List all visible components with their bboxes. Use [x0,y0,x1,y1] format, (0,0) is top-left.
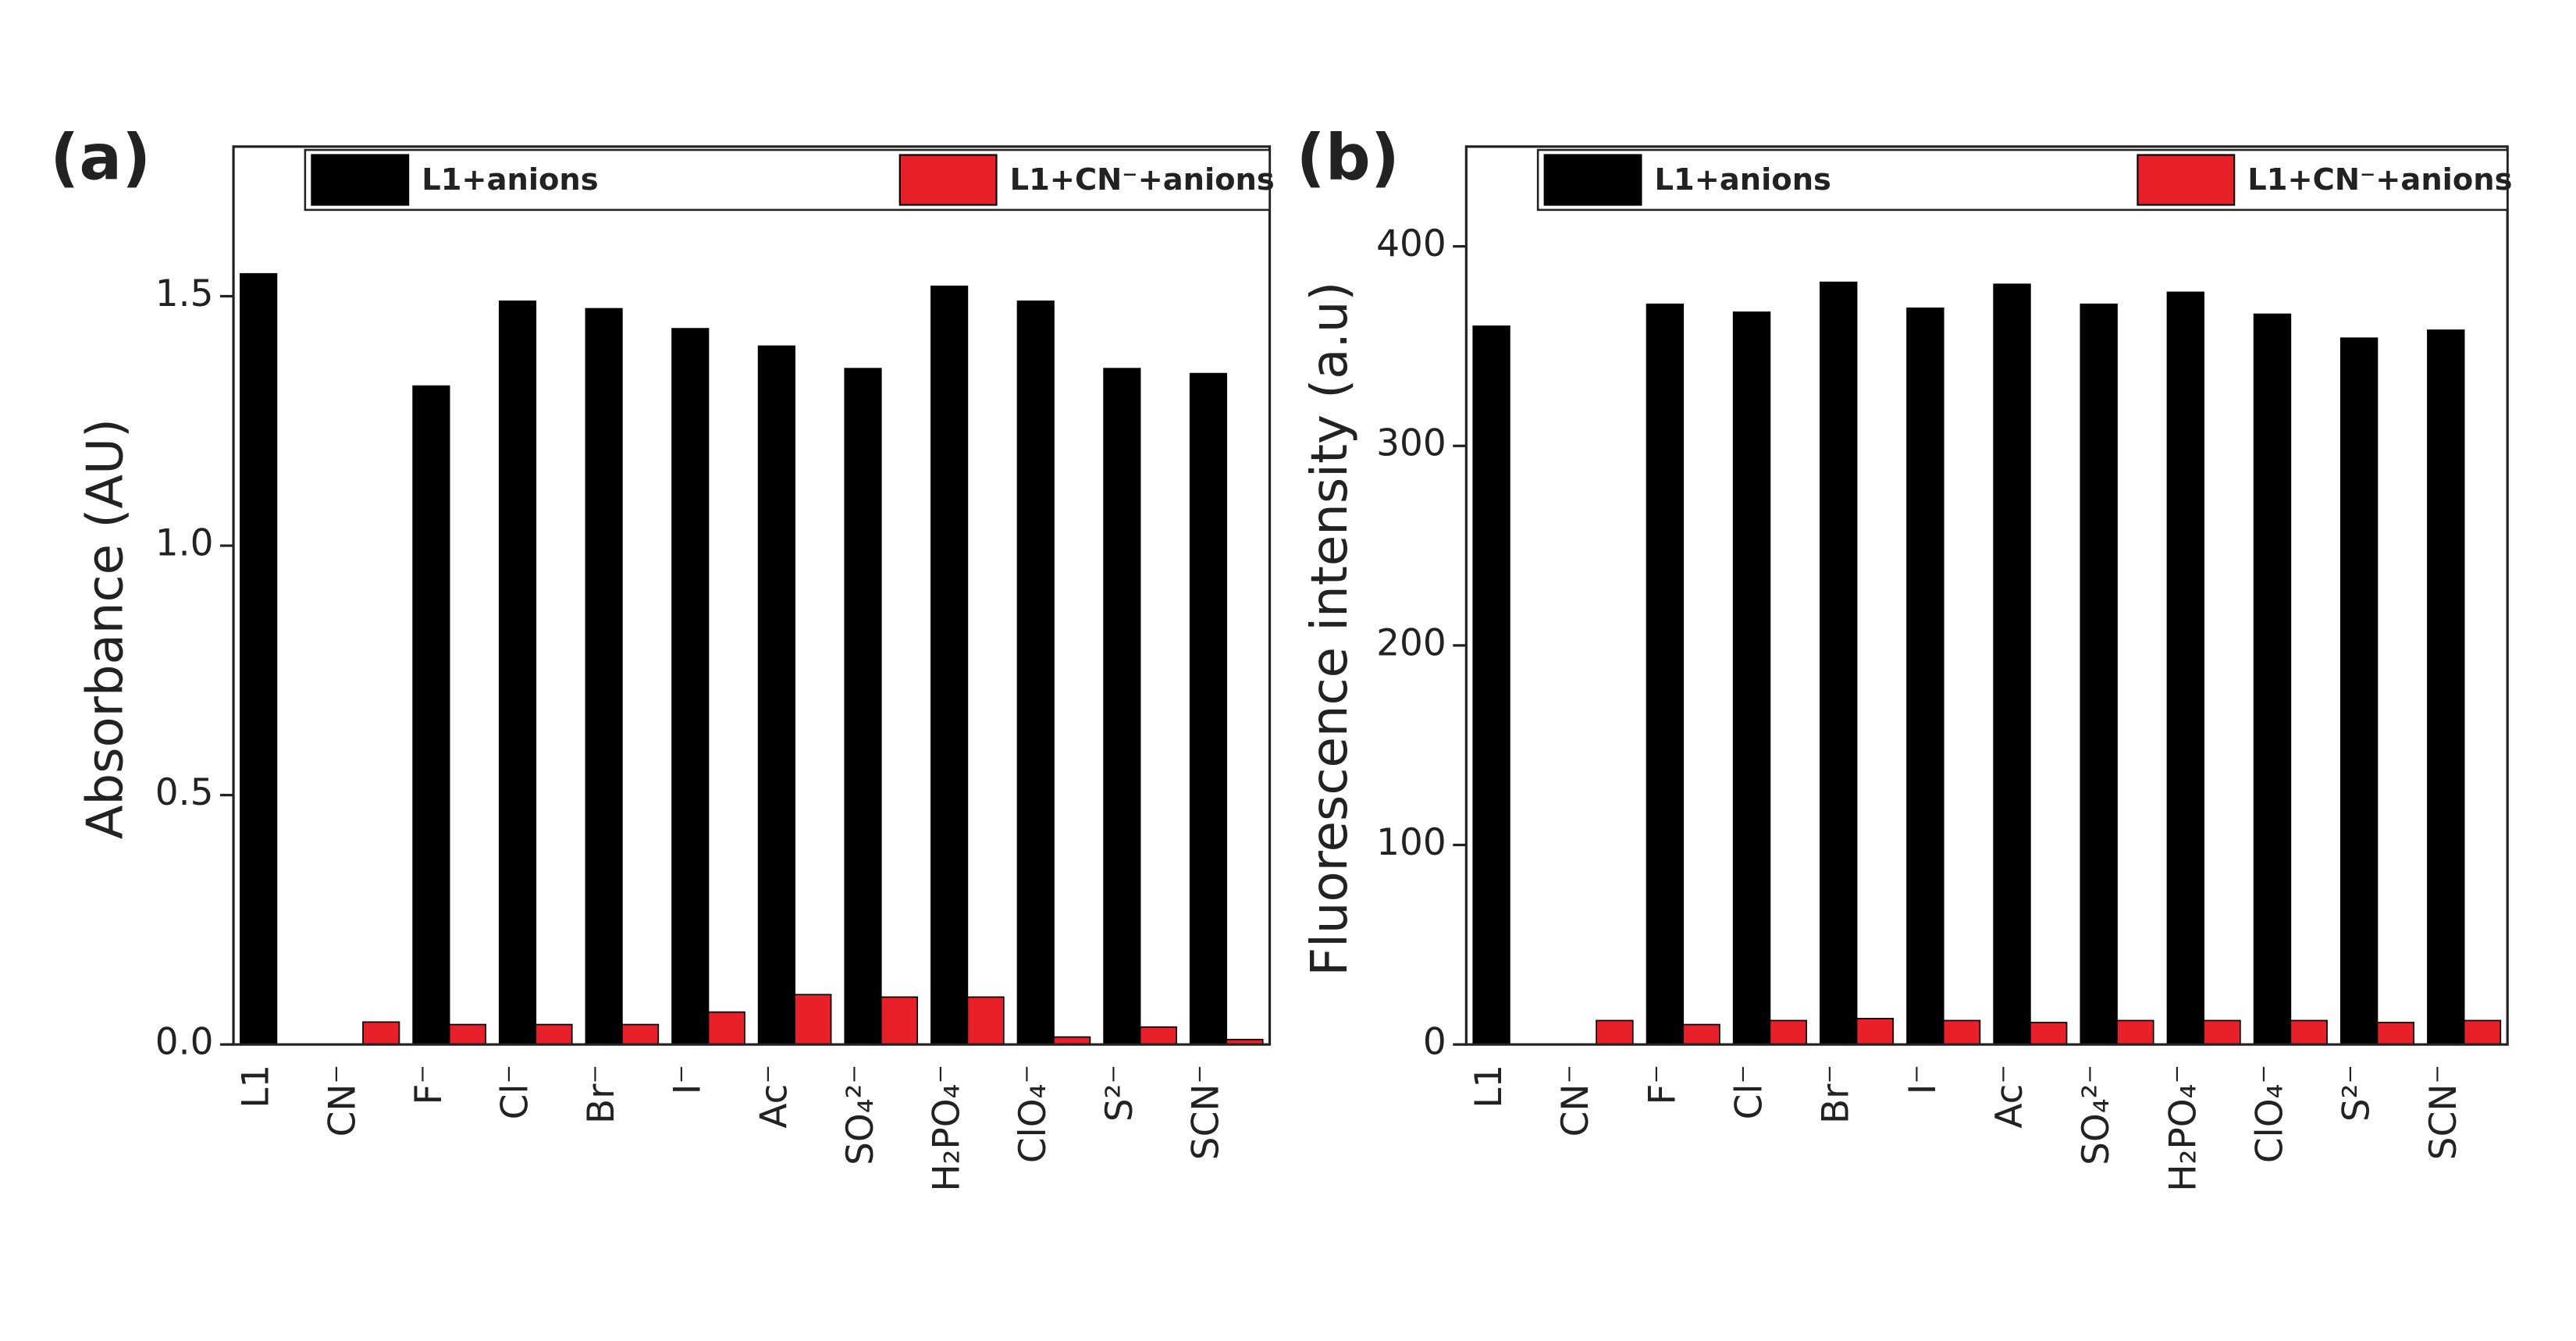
bar [707,1011,745,1045]
x-tick-label: Ac⁻ [753,1065,795,1129]
x-tick-label: S²⁻ [1098,1065,1141,1122]
x-tick-label: S²⁻ [2336,1065,2379,1122]
bar [2339,337,2379,1045]
x-tick-label: SCN⁻ [2422,1065,2465,1160]
y-tick-label: 400 [1376,222,1446,265]
x-tick-label: L1 [235,1065,278,1108]
panel-label: (a) [50,121,151,194]
bar [498,301,537,1045]
bar [1769,1019,1807,1045]
bar [930,285,969,1045]
x-tick-label: I⁻ [667,1065,710,1095]
legend-box [304,148,1271,212]
legend-swatch [898,154,998,206]
bar [2166,291,2205,1045]
y-axis-label: Absorbance (AU) [77,418,135,839]
x-tick-label: Cl⁻ [494,1065,537,1120]
bar [844,368,882,1045]
x-tick-label: SO₄²⁻ [2075,1065,2118,1165]
y-tick-label: 100 [1376,821,1446,864]
bar [448,1023,486,1045]
bar [2463,1019,2502,1045]
x-tick-label: I⁻ [1902,1065,1944,1095]
bar [1993,283,2031,1045]
bar [362,1021,400,1045]
x-tick-label: L1 [1468,1065,1510,1108]
plot-frame [232,145,1272,1046]
bar [2116,1019,2154,1045]
y-tick-label: 1.5 [155,272,214,315]
plot-frame [1464,145,2509,1046]
bar [1820,281,1858,1045]
y-tick-label: 0.0 [155,1021,214,1064]
x-tick-label: F⁻ [1641,1065,1684,1105]
bar [1472,325,1510,1045]
legend-label: L1+anions [1655,162,1831,197]
x-tick-label: CN⁻ [321,1065,364,1137]
bar [2376,1022,2415,1045]
x-tick-label: SCN⁻ [1184,1065,1227,1160]
bar [535,1023,573,1045]
legend-label: L1+CN⁻+anions [2247,162,2512,197]
bar [621,1023,660,1045]
bar [880,996,919,1045]
bar [1016,301,1055,1045]
y-tick-label: 0 [1423,1021,1446,1064]
bar [757,345,795,1045]
bar [412,385,450,1045]
bar [2080,303,2118,1045]
x-tick-label: Cl⁻ [1728,1065,1771,1120]
bar [1732,311,1771,1045]
x-tick-label: H₂PO₄⁻ [926,1065,969,1192]
y-tick-label: 1.0 [155,522,214,565]
legend-label: L1+CN⁻+anions [1010,162,1275,197]
y-tick-label: 300 [1376,422,1446,465]
legend-box [1536,148,2509,212]
bar [671,328,710,1045]
y-axis-label: Fluorescence intensity (a.u) [1301,282,1359,976]
x-tick-label: ClO₄⁻ [1012,1065,1055,1163]
bar [1942,1019,1981,1045]
x-tick-label: Br⁻ [1815,1065,1858,1124]
x-tick-label: SO₄²⁻ [839,1065,882,1165]
bar [1139,1026,1177,1045]
x-tick-label: Br⁻ [580,1065,623,1124]
x-tick-label: H₂PO₄⁻ [2161,1065,2204,1192]
bar [2203,1019,2241,1045]
bar [1906,308,1944,1045]
y-tick-label: 0.5 [155,771,214,814]
legend-swatch [2137,154,2236,206]
x-tick-label: Ac⁻ [1988,1065,2031,1129]
bar [1856,1018,1895,1045]
bar [2030,1022,2068,1045]
bar [1596,1019,1634,1045]
legend-swatch [1543,154,1642,206]
panel-label: (b) [1297,121,1400,194]
bar [1682,1023,1720,1045]
bar [966,996,1005,1045]
x-tick-label: F⁻ [407,1065,450,1105]
bar [2427,329,2465,1045]
bar [1646,303,1685,1045]
bar [794,994,832,1045]
legend-label: L1+anions [422,162,598,197]
bar [2290,1019,2328,1045]
y-tick-label: 200 [1376,621,1446,664]
bar [240,272,278,1045]
legend-swatch [311,154,410,206]
bar [1103,368,1141,1045]
x-tick-label: CN⁻ [1554,1065,1597,1137]
bar [1189,372,1228,1045]
bar [585,308,623,1045]
bar [2253,313,2292,1045]
x-tick-label: ClO₄⁻ [2248,1065,2291,1163]
